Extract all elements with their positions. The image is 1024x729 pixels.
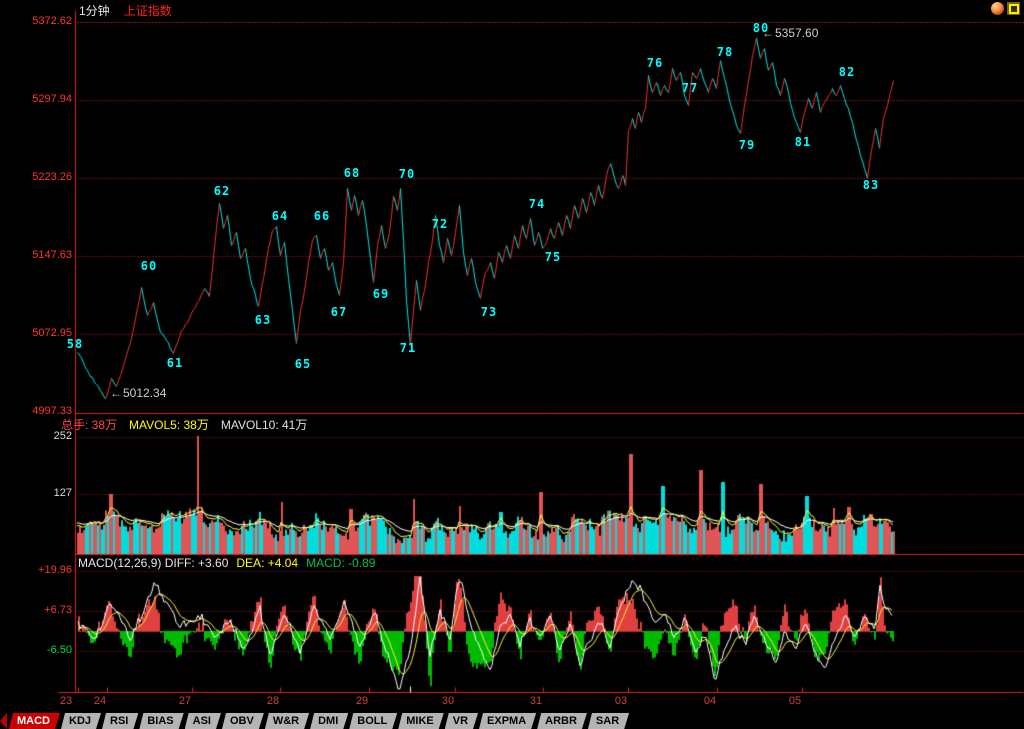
wave-count-label: 80	[752, 21, 770, 35]
date-axis-label: 23	[59, 695, 73, 707]
wave-count-label: 81	[794, 135, 812, 149]
volume-axis-label: 127	[53, 487, 72, 499]
wave-count-label: 70	[398, 167, 416, 181]
wave-count-label: 68	[343, 166, 361, 180]
wave-count-label: 75	[544, 250, 562, 264]
high-price-callout: ←5357.60	[762, 26, 818, 40]
wave-count-label: 74	[528, 197, 546, 211]
high-price-value: 5357.60	[775, 26, 819, 40]
chart-title: 1分钟 上证指数	[79, 2, 172, 19]
tab-arbr[interactable]: ARBR	[537, 713, 587, 729]
tab-scroll-left-icon[interactable]	[0, 713, 7, 729]
wave-count-label: 83	[862, 178, 880, 192]
wave-count-label: 78	[716, 45, 734, 59]
wave-count-label: 82	[838, 65, 856, 79]
indicator-tabbar: MACD KDJ RSI BIAS ASI OBV W&R DMI BOLL MIKE VR EXPM…	[0, 713, 1024, 729]
macd-axis-label: -6.50	[46, 644, 72, 656]
wave-count-label: 58	[66, 337, 84, 351]
tab-dmi[interactable]: DMI	[310, 713, 348, 729]
date-axis-label: 30	[441, 695, 455, 707]
tab-expma[interactable]: EXPMA	[479, 713, 536, 729]
wave-count-label: 76	[646, 56, 664, 70]
price-axis-label: 5147.63	[32, 249, 72, 261]
wave-count-label: 66	[313, 209, 331, 223]
macd-pane-header: MACD(12,26,9) DIFF: +3.60 DEA: +4.04 MACD:…	[78, 556, 375, 570]
price-axis-label: 5072.95	[32, 327, 72, 339]
tab-vr[interactable]: VR	[445, 713, 478, 729]
tab-obv[interactable]: OBV	[222, 713, 264, 729]
restore-window-icon[interactable]	[1007, 2, 1020, 15]
wave-count-label: 69	[372, 287, 390, 301]
date-axis-label: 03	[614, 695, 628, 707]
macd-axis-label: +6.73	[44, 604, 72, 616]
tab-rsi[interactable]: RSI	[102, 713, 138, 729]
date-axis-label: 31	[529, 695, 543, 707]
period-label[interactable]: 1分钟	[79, 4, 110, 18]
date-axis-label: 28	[266, 695, 280, 707]
tab-bias[interactable]: BIAS	[139, 713, 183, 729]
macd-diff-label: MACD(12,26,9) DIFF: +3.60	[78, 556, 229, 570]
wave-count-label: 79	[738, 138, 756, 152]
wave-count-label: 73	[480, 305, 498, 319]
macd-axis-label: +19.96	[38, 564, 72, 576]
mavol10-label: MAVOL10: 41万	[220, 418, 308, 432]
date-axis-label: 04	[703, 695, 717, 707]
wave-count-label: 77	[681, 81, 699, 95]
mavol5-label: MAVOL5: 38万	[129, 418, 209, 432]
date-axis-label: 27	[178, 695, 192, 707]
wave-count-label: 71	[399, 341, 417, 355]
restore-window-icon-glyph	[1008, 3, 1019, 14]
wave-count-label: 64	[271, 209, 289, 223]
price-axis-label: 5223.26	[32, 171, 72, 183]
volume-pane-header: 总手: 38万 MAVOL5: 38万 MAVOL10: 41万	[61, 416, 307, 433]
tab-wr[interactable]: W&R	[265, 713, 309, 729]
volume-axis-label: 252	[53, 430, 72, 442]
wave-count-label: 63	[254, 313, 272, 327]
left-arrow-icon: ←	[762, 26, 774, 40]
volume-current-label: 总手: 38万	[61, 418, 118, 432]
wave-count-label: 72	[431, 217, 449, 231]
symbol-label[interactable]: 上证指数	[123, 4, 172, 18]
price-axis-label: 4997.33	[32, 405, 72, 417]
tab-macd[interactable]: MACD	[9, 713, 60, 729]
left-arrow-icon: ←	[110, 386, 122, 400]
price-axis-label: 5372.62	[32, 15, 72, 27]
date-axis-label: 24	[93, 695, 107, 707]
wave-count-label: 62	[213, 184, 231, 198]
low-price-value: 5012.34	[123, 386, 167, 400]
tab-asi[interactable]: ASI	[185, 713, 221, 729]
wave-count-label: 65	[294, 357, 312, 371]
macd-value-label: MACD: -0.89	[306, 556, 376, 570]
low-price-callout: ←5012.34	[110, 386, 166, 400]
tab-boll[interactable]: BOLL	[349, 713, 397, 729]
wave-count-label: 61	[166, 356, 184, 370]
tab-sar[interactable]: SAR	[588, 713, 629, 729]
wave-count-label: 67	[330, 305, 348, 319]
date-axis-label: 05	[788, 695, 802, 707]
tab-kdj[interactable]: KDJ	[61, 713, 101, 729]
wave-count-label: 60	[140, 259, 158, 273]
app-ball-icon[interactable]	[991, 2, 1004, 15]
date-axis-label: 29	[355, 695, 369, 707]
macd-dea-label: DEA: +4.04	[236, 556, 299, 570]
price-axis-label: 5297.94	[32, 93, 72, 105]
tab-mike[interactable]: MIKE	[398, 713, 444, 729]
